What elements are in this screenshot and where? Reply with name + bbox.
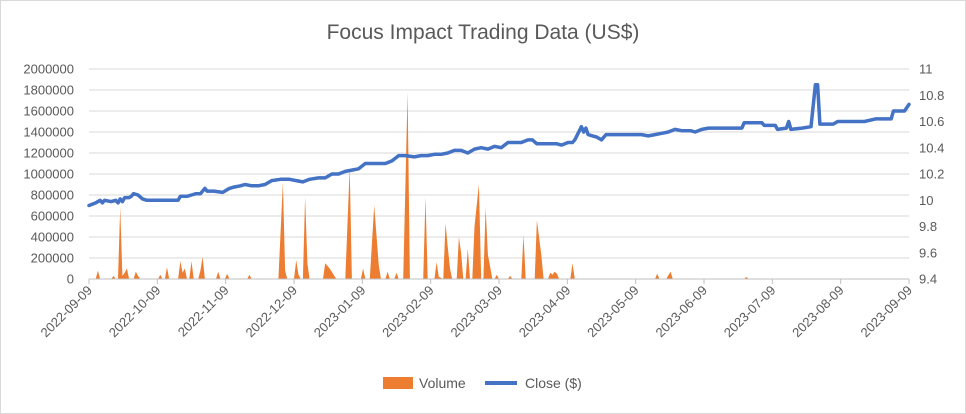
left-axis-ticks: 0 200000 400000 600000 800000 1000000 1200000 1…	[23, 62, 74, 287]
y-left-tick-label: 600000	[31, 209, 74, 224]
y-right-tick-label: 10.4	[919, 140, 944, 155]
y-left-tick-label: 400000	[31, 230, 74, 245]
x-tick-label: 2023-07-09	[721, 283, 779, 341]
y-right-tick-label: 11	[919, 62, 933, 77]
x-tick-label: 2022-12-09	[242, 283, 300, 341]
volume-area	[89, 92, 909, 279]
y-left-tick-label: 200000	[31, 251, 74, 266]
x-tick-label: 2023-03-09	[447, 283, 505, 341]
y-left-tick-label: 1800000	[23, 83, 74, 98]
x-tick-label: 2022-10-09	[106, 283, 164, 341]
y-right-tick-label: 10	[919, 193, 933, 208]
y-left-tick-label: 1600000	[23, 104, 74, 119]
x-tick-label: 2023-05-09	[584, 283, 642, 341]
y-left-tick-label: 1000000	[23, 167, 74, 182]
chart-title: Focus Impact Trading Data (US$)	[327, 21, 640, 44]
y-left-tick-label: 1200000	[23, 146, 74, 161]
x-tick-label: 2022-09-09	[37, 283, 95, 341]
x-tick-label: 2023-04-09	[516, 283, 574, 341]
x-tick-label: 2023-01-09	[311, 283, 369, 341]
y-right-tick-label: 9.4	[919, 272, 937, 287]
plot-area	[87, 82, 911, 279]
legend: Volume Close ($)	[383, 375, 582, 391]
y-left-tick-label: 1400000	[23, 125, 74, 140]
y-left-tick-label: 2000000	[23, 62, 74, 77]
right-axis-ticks: 9.4 9.6 9.8 10 10.2 10.4 10.6 10.8 11	[919, 62, 944, 287]
x-tick-label: 2023-09-09	[857, 283, 915, 341]
y-right-tick-label: 9.6	[919, 245, 937, 260]
y-right-tick-label: 10.8	[919, 88, 944, 103]
x-tick-label: 2023-02-09	[379, 283, 437, 341]
y-right-tick-label: 10.6	[919, 114, 944, 129]
legend-label-volume: Volume	[419, 375, 466, 391]
x-axis: 2022-09-09 2022-10-09 2022-11-09 2022-12-09…	[37, 278, 915, 341]
x-tick-label: 2023-08-09	[789, 283, 847, 341]
y-right-tick-label: 9.8	[919, 219, 937, 234]
y-left-tick-label: 0	[67, 272, 74, 287]
close-price-line	[87, 82, 911, 208]
x-tick-label: 2023-06-09	[652, 283, 710, 341]
legend-label-close: Close ($)	[525, 375, 582, 391]
x-tick-label: 2022-11-09	[175, 283, 232, 340]
gridlines	[89, 68, 909, 280]
y-left-tick-label: 800000	[31, 188, 74, 203]
legend-swatch-volume	[383, 377, 413, 389]
y-right-tick-label: 10.2	[919, 167, 944, 182]
